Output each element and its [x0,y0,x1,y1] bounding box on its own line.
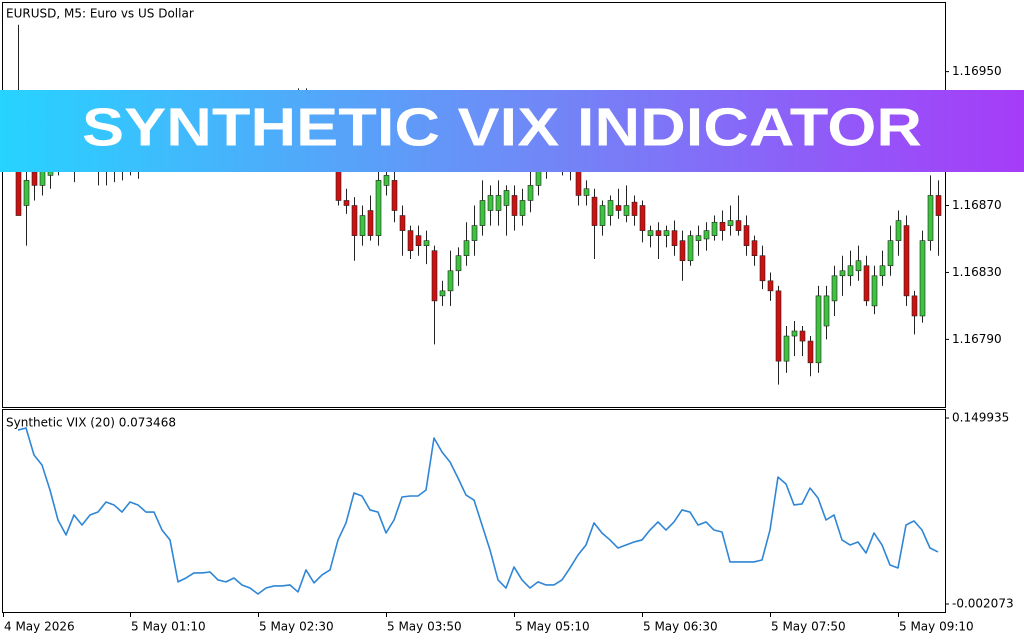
candle-body [919,240,926,317]
x-tick-label: 5 May 02:30 [259,620,334,634]
candle-body [431,250,438,302]
x-tick-label: 5 May 09:10 [899,620,974,634]
candle-body [855,260,862,272]
candle-body [375,180,382,236]
candle-body [487,195,494,211]
candle-body [583,188,590,196]
candle-body [447,270,454,292]
candle-body [783,335,790,362]
indicator-title: Synthetic VIX (20) 0.073468 [6,416,176,430]
candle-body [519,200,526,216]
y-tick-label: 1.16950 [952,64,1002,78]
candle-body [31,171,38,186]
candle-body [591,196,598,226]
candle-body [367,210,374,236]
candle-body [647,230,654,236]
candle-body [575,168,582,196]
candle-body [607,200,614,216]
candle-body [711,221,718,236]
candle-body [639,205,646,231]
candle-body [903,225,910,297]
y-tick-label: 1.16870 [952,198,1002,212]
candle-body [695,235,702,241]
candle-body [39,170,46,186]
candle-body [663,230,670,236]
candle-body [887,240,894,267]
candle-body [871,275,878,307]
candle-body [503,190,510,206]
candle-body [471,225,478,241]
candle-body [343,200,350,206]
candle-body [463,240,470,257]
candle-body [863,265,870,302]
candle-body [383,175,390,186]
candle-body [703,230,710,240]
candle-body [839,270,846,277]
candle-body [423,240,430,246]
candle-body [687,235,694,262]
candle-body [359,215,366,236]
banner-title: SYNTHETIC VIX INDICATOR [82,97,922,157]
candle-body [391,180,398,211]
price-pane [2,2,946,408]
x-tick-label: 5 May 07:50 [771,620,846,634]
candle-body [735,220,742,231]
candle-body [807,340,814,364]
y-tick-label: 0.149935 [952,411,1009,425]
candle-body [511,195,518,216]
candle-body [535,170,542,186]
candle-body [847,265,854,277]
candle-body [479,200,486,226]
candle-body [527,185,534,201]
candle-body [671,230,678,246]
candle-body [351,205,358,236]
candle-body [831,275,838,302]
candle-body [767,280,774,292]
candle-body [415,235,422,246]
candle-body [407,230,414,251]
candle-body [455,255,462,272]
candle-body [775,290,782,362]
y-tick-label: -0.002073 [952,597,1014,611]
candle-body [799,330,806,342]
candle-body [791,330,798,337]
candle-body [23,180,30,206]
candle-body [751,240,758,257]
candle-body [623,205,630,216]
y-tick-label: 1.16830 [952,265,1002,279]
candle-body [631,201,638,216]
candle-body [927,195,934,241]
candle-body [615,205,622,211]
candle-body [911,295,918,317]
candle-body [495,195,502,211]
candle-body [815,295,822,364]
candle-body [727,220,734,226]
y-tick-label: 1.16790 [952,332,1002,346]
x-tick-label: 5 May 01:10 [131,620,206,634]
candle-body [823,295,830,327]
chart-title: EURUSD, M5: Euro vs US Dollar [6,7,194,21]
vix-line [17,427,939,595]
candle-body [759,255,766,282]
x-tick-label: 5 May 03:50 [387,620,462,634]
candle-body [743,225,750,246]
indicator-pane [2,409,946,613]
candle-body [599,205,606,226]
candle-body [399,215,406,231]
x-tick-label: 5 May 06:30 [643,620,718,634]
x-tick-label: 5 May 05:10 [515,620,590,634]
candle-body [935,195,942,216]
candle-body [879,265,886,277]
candle-body [719,221,726,231]
banner [0,90,1024,172]
candle-body [439,290,446,297]
candle-body [655,230,662,236]
candle-body [895,220,902,241]
candle-body [679,240,686,262]
x-tick-label: 4 May 2026 [4,620,75,634]
